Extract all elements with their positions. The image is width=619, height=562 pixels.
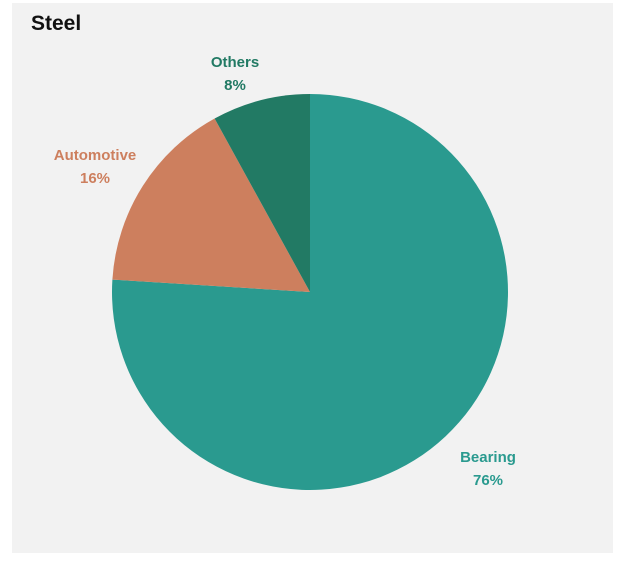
slice-value-automotive: 16% xyxy=(80,170,110,187)
slice-label-automotive: Automotive xyxy=(54,147,137,164)
slice-value-others: 8% xyxy=(224,77,246,94)
chart-title: Steel xyxy=(31,12,82,35)
slice-label-others: Others xyxy=(211,54,259,71)
slice-value-bearing: 76% xyxy=(473,472,503,489)
pie-slice-others xyxy=(214,94,310,292)
pie-slice-automotive xyxy=(112,118,310,293)
slice-label-bearing: Bearing xyxy=(460,449,516,466)
pie-labels: Bearing 76% Automotive 16% Others 8% xyxy=(54,54,516,489)
pie-slices xyxy=(112,94,509,491)
